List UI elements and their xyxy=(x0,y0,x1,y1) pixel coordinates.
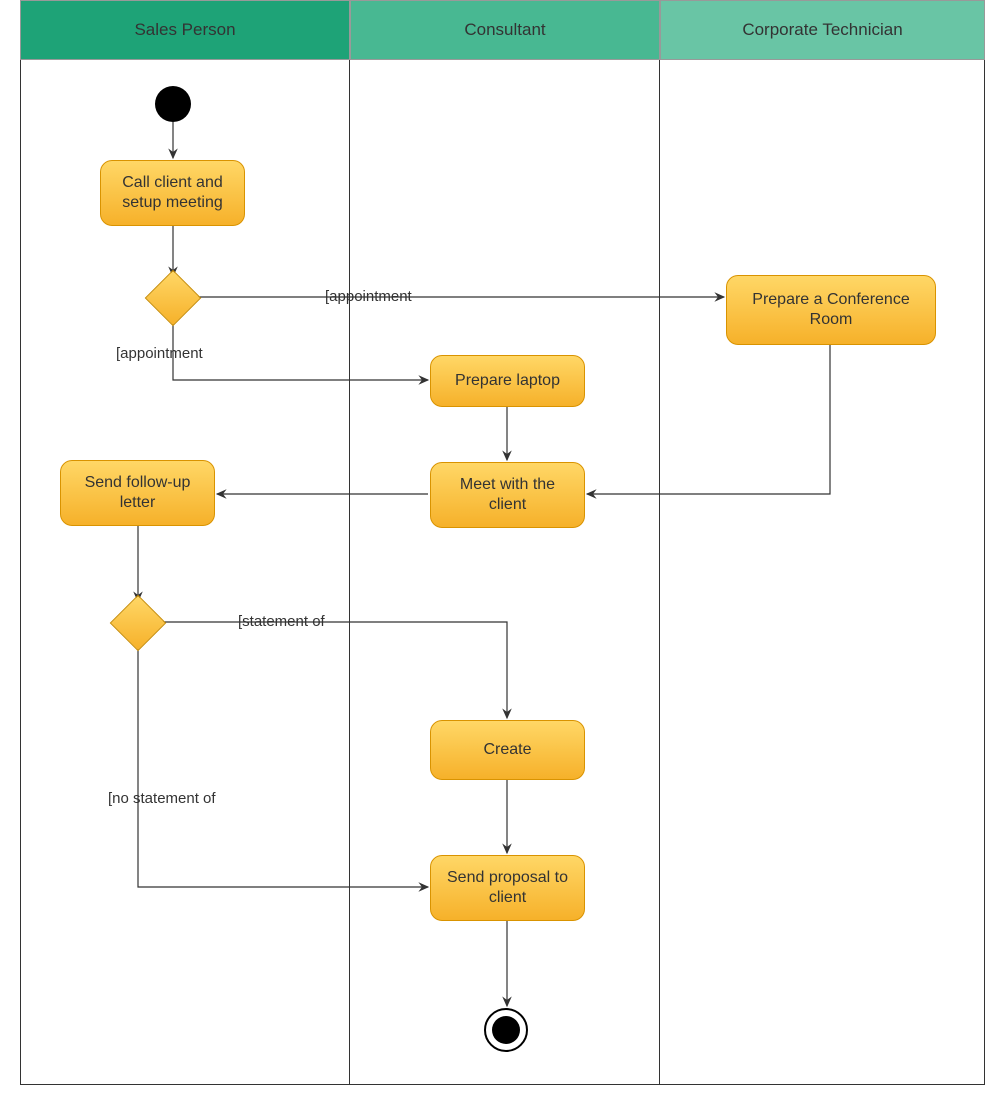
lane-label: Corporate Technician xyxy=(742,20,902,40)
lane-header-sales: Sales Person xyxy=(20,0,350,60)
activity-label: Create xyxy=(483,740,531,760)
activity-label: Send proposal to client xyxy=(441,868,574,908)
activity-call-client: Call client and setup meeting xyxy=(100,160,245,226)
start-node xyxy=(155,86,191,122)
lane-header-tech: Corporate Technician xyxy=(660,0,985,60)
activity-create: Create xyxy=(430,720,585,780)
lane-body-tech xyxy=(660,60,985,1085)
activity-label: Prepare laptop xyxy=(455,371,560,391)
activity-label: Call client and setup meeting xyxy=(111,173,234,213)
end-node xyxy=(484,1008,528,1052)
activity-diagram: Sales Person Consultant Corporate Techni… xyxy=(0,0,1004,1095)
lane-header-consultant: Consultant xyxy=(350,0,660,60)
activity-label: Send follow-up letter xyxy=(71,473,204,513)
activity-followup: Send follow-up letter xyxy=(60,460,215,526)
edge-label-nostmt: [no statement of xyxy=(108,790,216,807)
lane-label: Sales Person xyxy=(134,20,235,40)
activity-label: Prepare a Conference Room xyxy=(737,290,925,330)
edge-label-appt2: [appointment xyxy=(116,345,203,362)
edge-label-stmt: [statement of xyxy=(238,613,325,630)
lane-body-consultant xyxy=(350,60,660,1085)
activity-meet-client: Meet with the client xyxy=(430,462,585,528)
activity-label: Meet with the client xyxy=(441,475,574,515)
activity-send-proposal: Send proposal to client xyxy=(430,855,585,921)
activity-prepare-room: Prepare a Conference Room xyxy=(726,275,936,345)
edge-label-appt1: [appointment xyxy=(325,288,412,305)
activity-prepare-laptop: Prepare laptop xyxy=(430,355,585,407)
lane-label: Consultant xyxy=(464,20,545,40)
